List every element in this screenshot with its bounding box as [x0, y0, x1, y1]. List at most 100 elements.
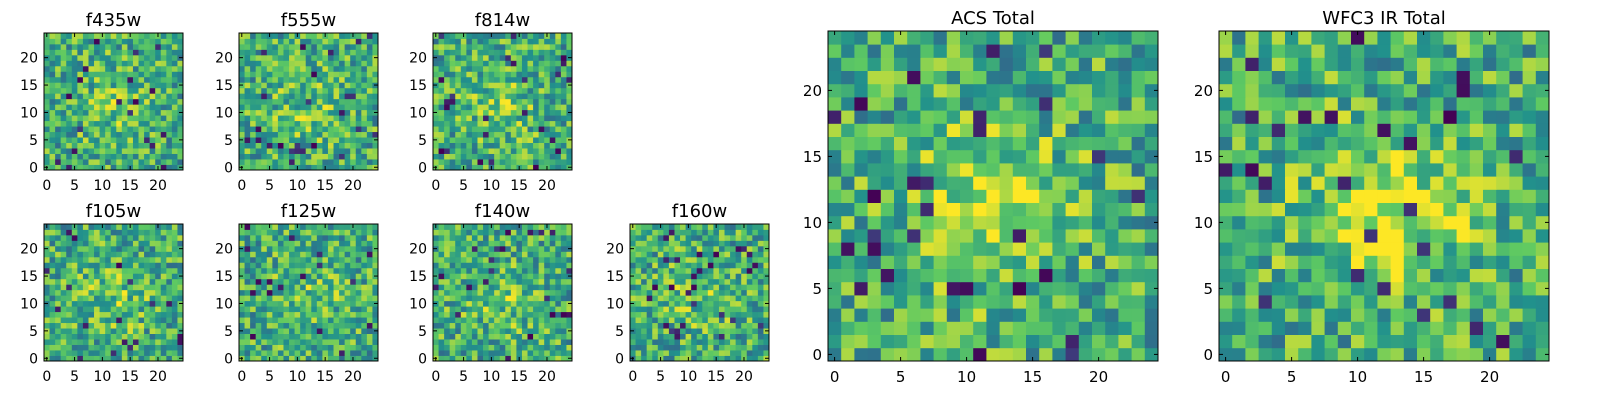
heatmap-cell: [244, 278, 251, 285]
heatmap-cell: [973, 176, 987, 190]
heatmap-cell: [300, 355, 307, 362]
heatmap-cell: [549, 245, 556, 252]
heatmap-cell: [477, 98, 484, 105]
heatmap-cell: [66, 350, 73, 356]
heatmap-cell: [555, 115, 562, 122]
heatmap-cell: [444, 60, 451, 67]
heatmap-cell: [841, 215, 855, 230]
heatmap-cell: [471, 153, 478, 160]
heatmap-cell: [283, 333, 290, 340]
x-tick-label: 5: [459, 369, 468, 385]
heatmap-cell: [255, 317, 262, 324]
heatmap-cell: [144, 104, 151, 111]
y-tick-label: 0: [418, 351, 427, 367]
heatmap-cell: [116, 355, 123, 362]
heatmap-cell: [144, 306, 151, 313]
heatmap-cell: [505, 355, 512, 362]
heatmap-cell: [560, 267, 567, 274]
heatmap-cell: [438, 295, 445, 302]
heatmap-cell: [49, 98, 56, 105]
heatmap-cell: [471, 317, 478, 324]
heatmap-cell: [272, 322, 279, 329]
heatmap-cell: [244, 76, 251, 83]
heatmap-cell: [544, 306, 551, 313]
heatmap-cell: [527, 33, 534, 39]
heatmap-cell: [757, 256, 764, 263]
heatmap-cell: [455, 38, 462, 45]
heatmap-cell: [366, 224, 373, 230]
heatmap-cell: [718, 300, 725, 307]
heatmap-cell: [372, 317, 379, 324]
heatmap-cell: [277, 278, 284, 285]
heatmap-cell: [549, 120, 556, 127]
heatmap-cell: [674, 350, 681, 356]
heatmap-cell: [1026, 347, 1040, 362]
heatmap-cell: [555, 229, 562, 236]
heatmap-cell: [494, 93, 501, 100]
heatmap-cell: [49, 71, 56, 78]
heatmap-cell: [138, 104, 145, 111]
heatmap-cell: [691, 262, 698, 269]
heatmap-cell: [544, 322, 551, 329]
heatmap-cell: [316, 344, 323, 351]
heatmap-cell: [894, 321, 908, 335]
heatmap-cell: [127, 126, 134, 133]
heatmap-cell: [707, 240, 714, 247]
heatmap-cell: [322, 104, 329, 111]
heatmap-cell: [261, 71, 268, 78]
heatmap-cell: [132, 262, 139, 269]
heatmap-cell: [494, 65, 501, 72]
heatmap-cell: [305, 98, 312, 105]
x-tick-label: 5: [70, 369, 79, 385]
heatmap-cell: [339, 295, 346, 302]
heatmap-cell: [960, 268, 974, 283]
heatmap-cell: [322, 229, 329, 236]
heatmap-cell: [77, 306, 84, 313]
heatmap-cell: [322, 43, 329, 50]
heatmap-cell: [266, 98, 273, 105]
heatmap-cell: [300, 350, 307, 356]
heatmap-cell: [652, 256, 659, 263]
heatmap-cell: [289, 137, 295, 143]
heatmap-cell: [361, 350, 368, 356]
heatmap-cell: [713, 317, 720, 324]
heatmap-cell: [566, 317, 573, 324]
heatmap-cell: [166, 120, 173, 127]
heatmap-cell: [99, 49, 106, 56]
heatmap-cell: [311, 115, 318, 122]
heatmap-cell: [155, 339, 162, 345]
heatmap-cell: [746, 256, 753, 263]
heatmap-cell: [261, 234, 268, 241]
heatmap-cell: [455, 120, 462, 127]
heatmap-cell: [455, 273, 462, 280]
heatmap-cell: [71, 54, 78, 61]
heatmap-cell: [266, 306, 273, 313]
heatmap-cell: [350, 333, 357, 340]
heatmap-cell: [933, 215, 948, 230]
heatmap-cell: [933, 295, 948, 309]
heatmap-cell: [266, 317, 273, 324]
heatmap-cell: [713, 295, 720, 302]
heatmap-cell: [266, 295, 273, 302]
y-tick-label: 5: [29, 133, 38, 149]
heatmap-cell: [521, 278, 528, 285]
heatmap-cell: [272, 224, 279, 230]
heatmap-cell: [77, 43, 84, 50]
heatmap-cell: [538, 148, 545, 154]
heatmap-cell: [77, 137, 84, 143]
heatmap-cell: [350, 300, 357, 307]
heatmap-cell: [316, 104, 323, 111]
heatmap-cell: [177, 142, 184, 149]
heatmap-cell: [171, 317, 178, 324]
heatmap-cell: [105, 355, 112, 362]
heatmap-cell: [49, 229, 56, 236]
heatmap-cell: [149, 164, 156, 171]
heatmap-cell: [646, 289, 653, 296]
heatmap-cell: [99, 333, 106, 340]
heatmap-cell: [339, 350, 346, 356]
heatmap-cell: [828, 215, 842, 230]
heatmap-cell: [841, 202, 855, 217]
heatmap-cell: [289, 350, 295, 356]
heatmap-cell: [266, 148, 273, 154]
heatmap-cell: [132, 300, 139, 307]
